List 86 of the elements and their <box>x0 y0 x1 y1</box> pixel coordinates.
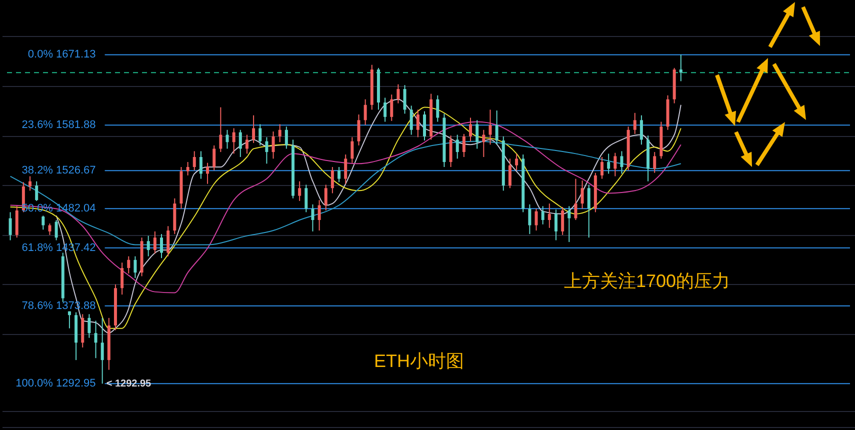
candlestick <box>120 262 124 296</box>
candlestick <box>508 158 512 189</box>
candlestick <box>35 180 38 202</box>
candlestick <box>548 203 551 228</box>
candlestick <box>245 134 248 154</box>
candlestick <box>338 166 341 183</box>
candlestick <box>462 133 466 158</box>
candlestick <box>28 176 32 192</box>
candlestick <box>54 220 58 241</box>
candlestick <box>528 204 532 235</box>
candlestick <box>252 114 256 144</box>
candlestick <box>258 124 262 146</box>
candlestick <box>88 314 91 338</box>
candlestick <box>482 129 486 158</box>
candlestick <box>436 94 440 122</box>
ref-line-label: 23.6% 1581.88 <box>22 119 96 132</box>
candlestick <box>94 320 98 359</box>
candlestick <box>42 215 45 230</box>
candlestick <box>192 150 196 171</box>
candlestick <box>278 124 282 143</box>
candlestick <box>324 184 328 211</box>
annotation: ETH小时图 <box>374 351 464 371</box>
candlestick <box>226 129 229 150</box>
candlestick <box>653 152 656 174</box>
candlestick <box>68 310 71 329</box>
candlestick <box>515 153 518 171</box>
candlestick <box>160 234 164 259</box>
candlestick <box>304 184 308 213</box>
candlestick <box>146 235 150 257</box>
candlestick <box>449 135 452 168</box>
candlestick <box>679 54 682 82</box>
candlestick <box>238 129 242 158</box>
candlestick <box>186 161 190 176</box>
candlestick <box>384 97 387 122</box>
candlestick <box>469 117 472 142</box>
candlestick <box>134 256 137 279</box>
candlestick <box>416 109 420 138</box>
candlestick <box>614 152 617 177</box>
candlestick <box>587 184 590 238</box>
candlestick <box>580 180 584 210</box>
candlestick <box>561 206 564 236</box>
candlestick <box>607 153 610 174</box>
ref-line-label: 0.0% 1671.13 <box>28 48 96 61</box>
candlestick <box>633 112 636 134</box>
candlestick <box>100 317 104 384</box>
candlestick <box>8 212 12 241</box>
candlestick <box>476 120 479 150</box>
candlestick <box>284 126 288 150</box>
candlestick <box>534 208 538 232</box>
candlestick <box>48 223 52 236</box>
ref-line-label: 100.0% 1292.95 <box>16 378 96 390</box>
candlestick <box>640 114 643 146</box>
candlestick <box>265 136 268 164</box>
candlestick <box>219 106 222 153</box>
candlestick <box>620 150 624 174</box>
candlestick <box>568 206 571 243</box>
candlestick <box>272 130 275 160</box>
candlestick <box>554 209 558 241</box>
candlestick <box>344 154 348 184</box>
candlestick <box>357 114 360 146</box>
candlestick <box>311 204 314 232</box>
ref-line-label: 38.2% 1526.67 <box>22 164 96 177</box>
candlestick <box>153 230 156 254</box>
candlestick <box>600 156 604 180</box>
annotation: 上方关注1700的压力 <box>564 271 730 291</box>
candlestick <box>410 105 413 136</box>
candlestick <box>456 134 459 160</box>
candlestick <box>390 94 394 122</box>
candlestick <box>574 178 578 221</box>
candlestick <box>206 162 210 184</box>
candlestick <box>330 166 334 194</box>
candlestick <box>212 144 216 171</box>
candlestick <box>350 136 354 164</box>
candlestick <box>541 206 544 225</box>
candlestick <box>495 110 498 146</box>
candlestick <box>232 128 236 154</box>
candlestick <box>199 150 202 180</box>
candlestick <box>364 98 367 126</box>
candlestick <box>298 180 302 202</box>
candlestick <box>488 109 492 146</box>
candlestick <box>422 110 426 141</box>
candlestick <box>396 84 400 104</box>
candlestick <box>318 200 321 232</box>
candlestick <box>403 84 406 114</box>
candlestick <box>166 226 170 257</box>
candlestick <box>127 256 130 274</box>
